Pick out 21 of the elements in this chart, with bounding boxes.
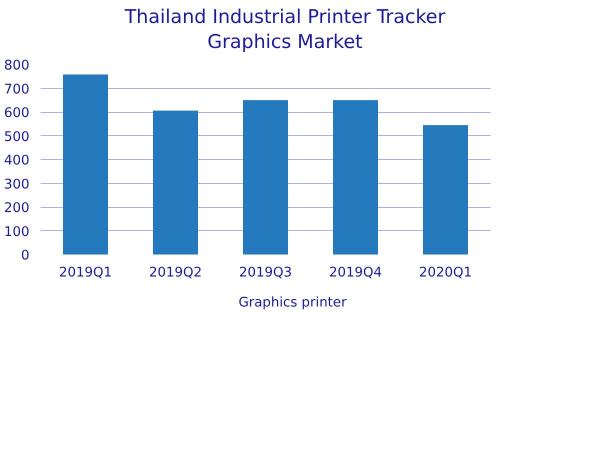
x-tick-label: 2019Q2 [149,266,202,281]
x-tick-label: 2020Q1 [419,266,472,281]
y-tick-label: 200 [4,201,30,216]
x-tick-label: 2019Q4 [329,266,382,281]
bar [63,74,108,255]
y-tick-label: 300 [4,178,30,193]
y-tick-label: 800 [4,58,30,74]
y-tick-label: 0 [21,248,30,264]
bar [243,100,288,255]
y-tick-label: 100 [4,225,30,240]
bar [153,110,198,255]
chart-title: Thailand Industrial Printer Tracker Graphics Market [124,5,446,54]
y-tick-label: 400 [4,154,30,169]
y-tick-label: 700 [4,82,30,98]
y-tick-label: 500 [4,130,30,146]
bar [423,125,468,255]
bar [333,100,378,255]
x-tick-label: 2019Q3 [239,266,292,281]
text: Graphics printer [238,296,347,311]
x-tick-label: 2019Q1 [59,266,112,281]
y-tick-label: 600 [4,106,30,122]
